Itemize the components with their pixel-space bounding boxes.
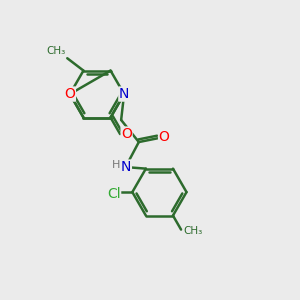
Text: O: O [64,87,75,101]
Text: CH₃: CH₃ [46,46,65,56]
Text: N: N [121,160,131,174]
Text: O: O [121,127,132,141]
Text: O: O [159,130,170,144]
Text: CH₃: CH₃ [183,226,203,236]
Text: H: H [112,160,120,170]
Text: Cl: Cl [107,187,121,201]
Text: N: N [119,87,129,101]
